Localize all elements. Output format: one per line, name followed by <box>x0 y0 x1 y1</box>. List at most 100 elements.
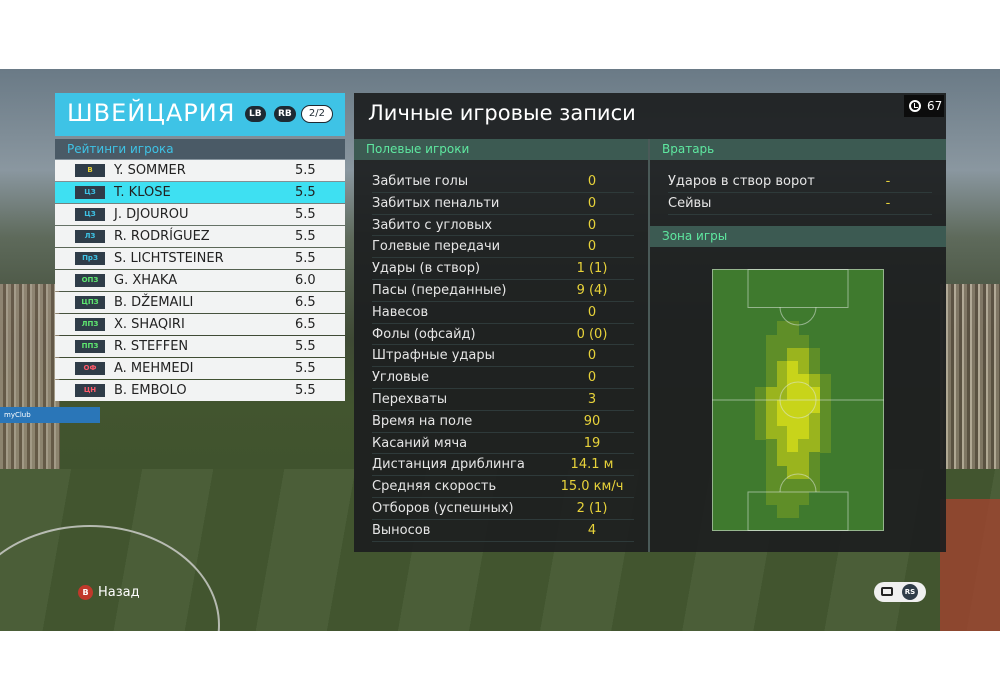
lb-button-icon[interactable]: LB <box>245 106 266 122</box>
stat-label: Дистанция дриблинга <box>372 457 525 473</box>
stat-row: Угловые 0 <box>372 367 634 389</box>
page-indicator: 2/2 <box>300 105 333 123</box>
player-name: A. MEHMEDI <box>114 361 194 376</box>
heatmap-cell <box>798 478 810 493</box>
heatmap-cell <box>819 386 831 401</box>
heatmap-cell <box>776 360 788 375</box>
stat-value: 9 (4) <box>576 282 608 298</box>
stat-value: - <box>885 174 891 189</box>
position-badge: ОПЗ <box>75 274 105 287</box>
player-row[interactable]: В Y. SOMMER 5.5 <box>55 160 345 181</box>
heatmap-cell <box>819 413 831 427</box>
player-row[interactable]: ЦПЗ B. DŽEMAILI 6.5 <box>55 292 345 313</box>
heatmap-cell <box>819 439 831 453</box>
player-name: X. SHAQIRI <box>114 317 185 332</box>
heatmap-cell <box>765 426 777 440</box>
player-row[interactable]: ЦЗ T. KLOSE 5.5 <box>55 182 345 203</box>
player-row[interactable]: ЛЗ R. RODRÍGUEZ 5.5 <box>55 226 345 247</box>
stat-row: Забитых пенальти 0 <box>372 193 634 215</box>
heatmap-cell <box>798 439 810 453</box>
stat-value: 90 <box>583 413 601 429</box>
heatmap-cell <box>776 491 788 506</box>
player-row[interactable]: ЦЗ J. DJOUROU 5.5 <box>55 204 345 225</box>
heatmap-cell <box>798 373 810 388</box>
player-name: S. LICHTSTEINER <box>114 251 224 266</box>
stat-row: Забито с угловых 0 <box>372 215 634 237</box>
goalkeeper-stats-list: Ударов в створ ворот - Сейвы - <box>668 171 932 215</box>
stat-label: Фолы (офсайд) <box>372 326 476 342</box>
heatmap-cell <box>798 426 810 440</box>
stat-label: Ударов в створ ворот <box>668 174 815 189</box>
stat-value: 0 <box>587 239 597 255</box>
heatmap-cell <box>776 334 788 349</box>
position-badge: ЦПЗ <box>75 296 105 309</box>
player-rating: 5.5 <box>295 229 316 244</box>
heatmap-cell <box>787 426 799 440</box>
player-row[interactable]: ПрЗ S. LICHTSTEINER 5.5 <box>55 248 345 269</box>
heatmap-cell <box>787 452 799 466</box>
stat-row: Средняя скорость 15.0 км/ч <box>372 476 634 498</box>
heatmap-cell <box>776 465 788 480</box>
stadium-stand-right <box>940 284 1000 504</box>
heatmap-cell <box>787 400 799 414</box>
player-row[interactable]: ЛПЗ X. SHAQIRI 6.5 <box>55 314 345 335</box>
heatmap-cell <box>787 478 799 493</box>
heatmap-cell <box>798 334 810 349</box>
heatmap-cell <box>798 413 810 427</box>
stat-value: 0 <box>587 370 597 386</box>
stat-label: Сейвы <box>668 195 712 211</box>
position-badge: ППЗ <box>75 340 105 353</box>
pitch-markings <box>712 269 884 531</box>
ratings-title: Рейтинги игрока <box>55 139 345 159</box>
stadium-stand-left <box>0 284 60 484</box>
heatmap-cell <box>808 386 820 401</box>
player-rating: 5.5 <box>295 361 316 376</box>
heatmap-cell <box>765 373 777 388</box>
heatmap-cell <box>787 334 799 349</box>
position-badge: ЦН <box>75 384 105 397</box>
heatmap-cell <box>776 504 788 519</box>
stat-label: Время на поле <box>372 413 473 429</box>
stat-label: Забито с угловых <box>372 217 493 233</box>
heatmap-cell <box>776 373 788 388</box>
stat-row: Удары (в створ) 1 (1) <box>372 258 634 280</box>
running-track <box>940 499 1000 631</box>
heatmap-cell <box>808 439 820 453</box>
match-timer: 67 <box>904 95 944 117</box>
position-badge: ЛПЗ <box>75 318 105 331</box>
player-row[interactable]: ОПЗ G. XHAKA 6.0 <box>55 270 345 291</box>
player-rating: 5.5 <box>295 251 316 266</box>
heatmap-cell <box>819 373 831 388</box>
stat-row: Штрафные удары 0 <box>372 345 634 368</box>
stat-label: Забитые голы <box>372 174 469 189</box>
play-zone-heatmap <box>712 269 884 531</box>
heatmap-cell <box>765 386 777 401</box>
player-row[interactable]: ЦН B. EMBOLO 5.5 <box>55 380 345 401</box>
rb-button-icon[interactable]: RB <box>274 106 296 122</box>
heatmap-cell <box>776 413 788 427</box>
player-name: B. DŽEMAILI <box>114 295 194 310</box>
player-rating: 5.5 <box>295 207 316 222</box>
stat-label: Угловые <box>372 370 429 386</box>
heatmap-cell <box>808 347 820 362</box>
stat-value: - <box>885 195 891 211</box>
heatmap-cell <box>765 360 777 375</box>
player-row[interactable]: ОФ A. MEHMEDI 5.5 <box>55 358 345 379</box>
field-players-header: Полевые игроки <box>354 139 648 160</box>
heatmap-cell <box>765 439 777 453</box>
stat-value: 0 <box>587 348 597 364</box>
heatmap-cell <box>808 413 820 427</box>
player-list: В Y. SOMMER 5.5 ЦЗ T. KLOSE 5.5 ЦЗ J. DJOUROU 5.… <box>55 160 345 402</box>
chat-rs-button[interactable]: RS <box>874 582 926 602</box>
player-rating: 5.5 <box>295 383 316 398</box>
team-name: ШВЕЙЦАРИЯ <box>67 99 236 127</box>
stat-value: 15.0 км/ч <box>560 479 624 495</box>
stat-row: Навесов 0 <box>372 302 634 324</box>
field-stats-list: Забитые голы 0 Забитых пенальти 0 Забито с у… <box>372 171 634 542</box>
stat-label: Средняя скорость <box>372 479 497 495</box>
player-name: R. STEFFEN <box>114 339 189 354</box>
heatmap-cell <box>776 321 788 335</box>
stat-label: Касаний мяча <box>372 435 468 451</box>
player-row[interactable]: ППЗ R. STEFFEN 5.5 <box>55 336 345 357</box>
player-rating: 6.0 <box>295 273 316 288</box>
